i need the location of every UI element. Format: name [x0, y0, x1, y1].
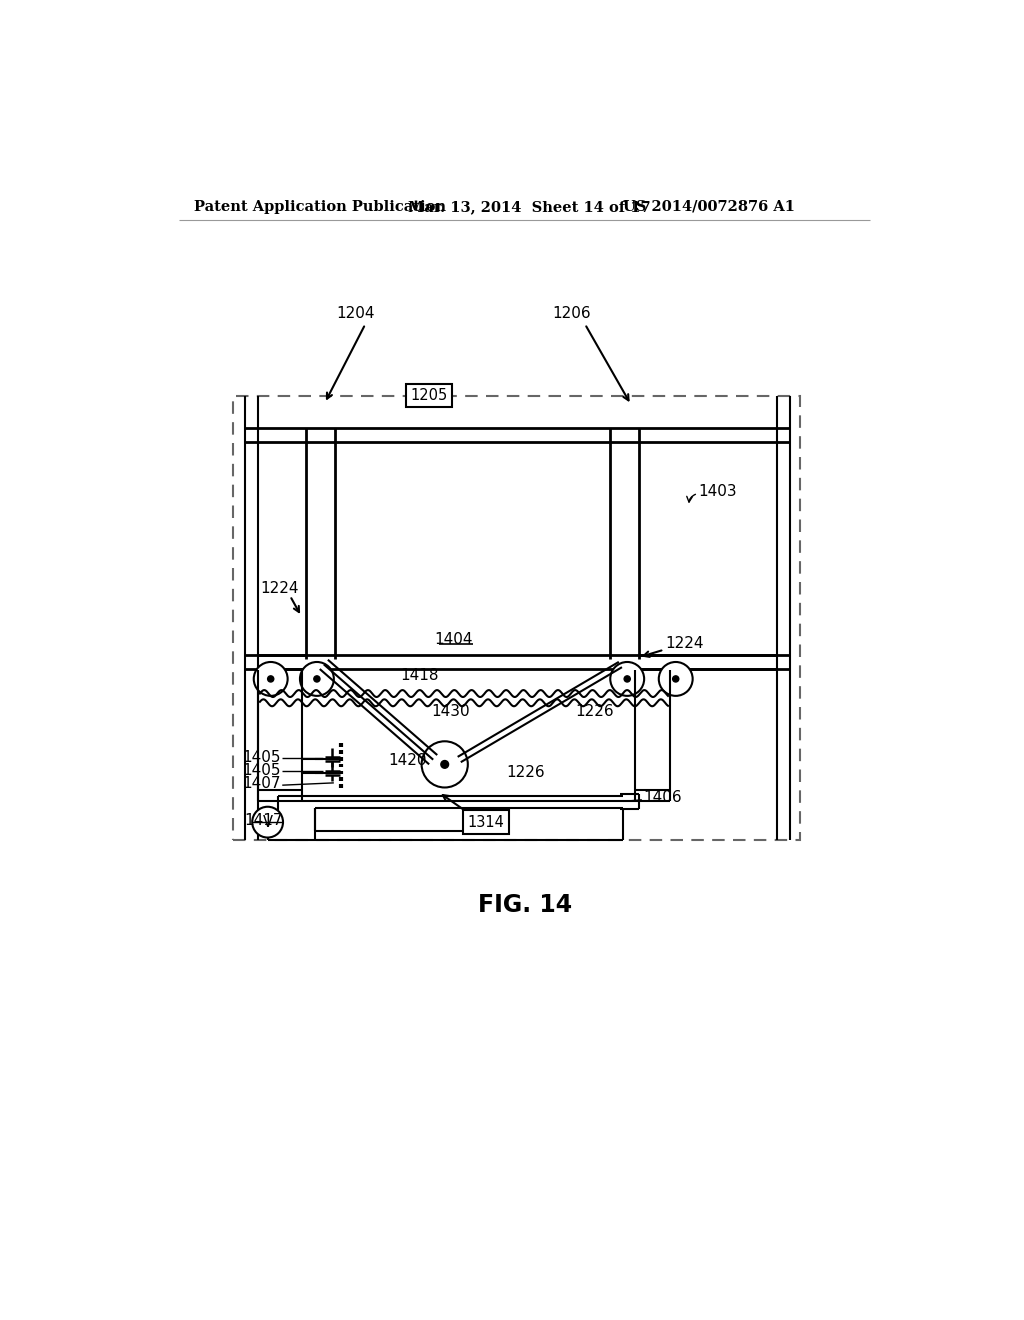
- Circle shape: [610, 663, 644, 696]
- Text: US 2014/0072876 A1: US 2014/0072876 A1: [624, 199, 796, 214]
- Text: 1418: 1418: [400, 668, 438, 684]
- Text: V: V: [262, 814, 272, 830]
- Text: 1403: 1403: [698, 483, 736, 499]
- Circle shape: [267, 676, 273, 682]
- Circle shape: [441, 760, 449, 768]
- Text: 1314: 1314: [468, 814, 505, 830]
- Text: Mar. 13, 2014  Sheet 14 of 17: Mar. 13, 2014 Sheet 14 of 17: [408, 199, 650, 214]
- Text: 1430: 1430: [431, 704, 469, 719]
- Text: 1205: 1205: [411, 388, 447, 403]
- Circle shape: [254, 663, 288, 696]
- Text: 1226: 1226: [506, 766, 545, 780]
- Circle shape: [252, 807, 283, 838]
- Text: 1420: 1420: [388, 752, 427, 768]
- Text: 1404: 1404: [435, 632, 473, 647]
- Circle shape: [422, 742, 468, 788]
- Circle shape: [625, 676, 631, 682]
- Text: 1206: 1206: [553, 306, 591, 322]
- Text: 1405: 1405: [243, 763, 281, 777]
- Text: 1417: 1417: [245, 813, 283, 828]
- Text: FIG. 14: FIG. 14: [478, 894, 571, 917]
- Text: 1406: 1406: [643, 789, 682, 805]
- Text: 1407: 1407: [243, 776, 281, 791]
- Text: 1224: 1224: [260, 581, 298, 595]
- Text: 1405: 1405: [243, 750, 281, 766]
- Text: 1204: 1204: [336, 306, 375, 322]
- Text: Patent Application Publication: Patent Application Publication: [195, 199, 446, 214]
- Text: 1226: 1226: [574, 704, 613, 719]
- Circle shape: [673, 676, 679, 682]
- Circle shape: [313, 676, 319, 682]
- Circle shape: [300, 663, 334, 696]
- Bar: [233, 396, 801, 840]
- Text: 1224: 1224: [666, 636, 705, 651]
- Circle shape: [658, 663, 692, 696]
